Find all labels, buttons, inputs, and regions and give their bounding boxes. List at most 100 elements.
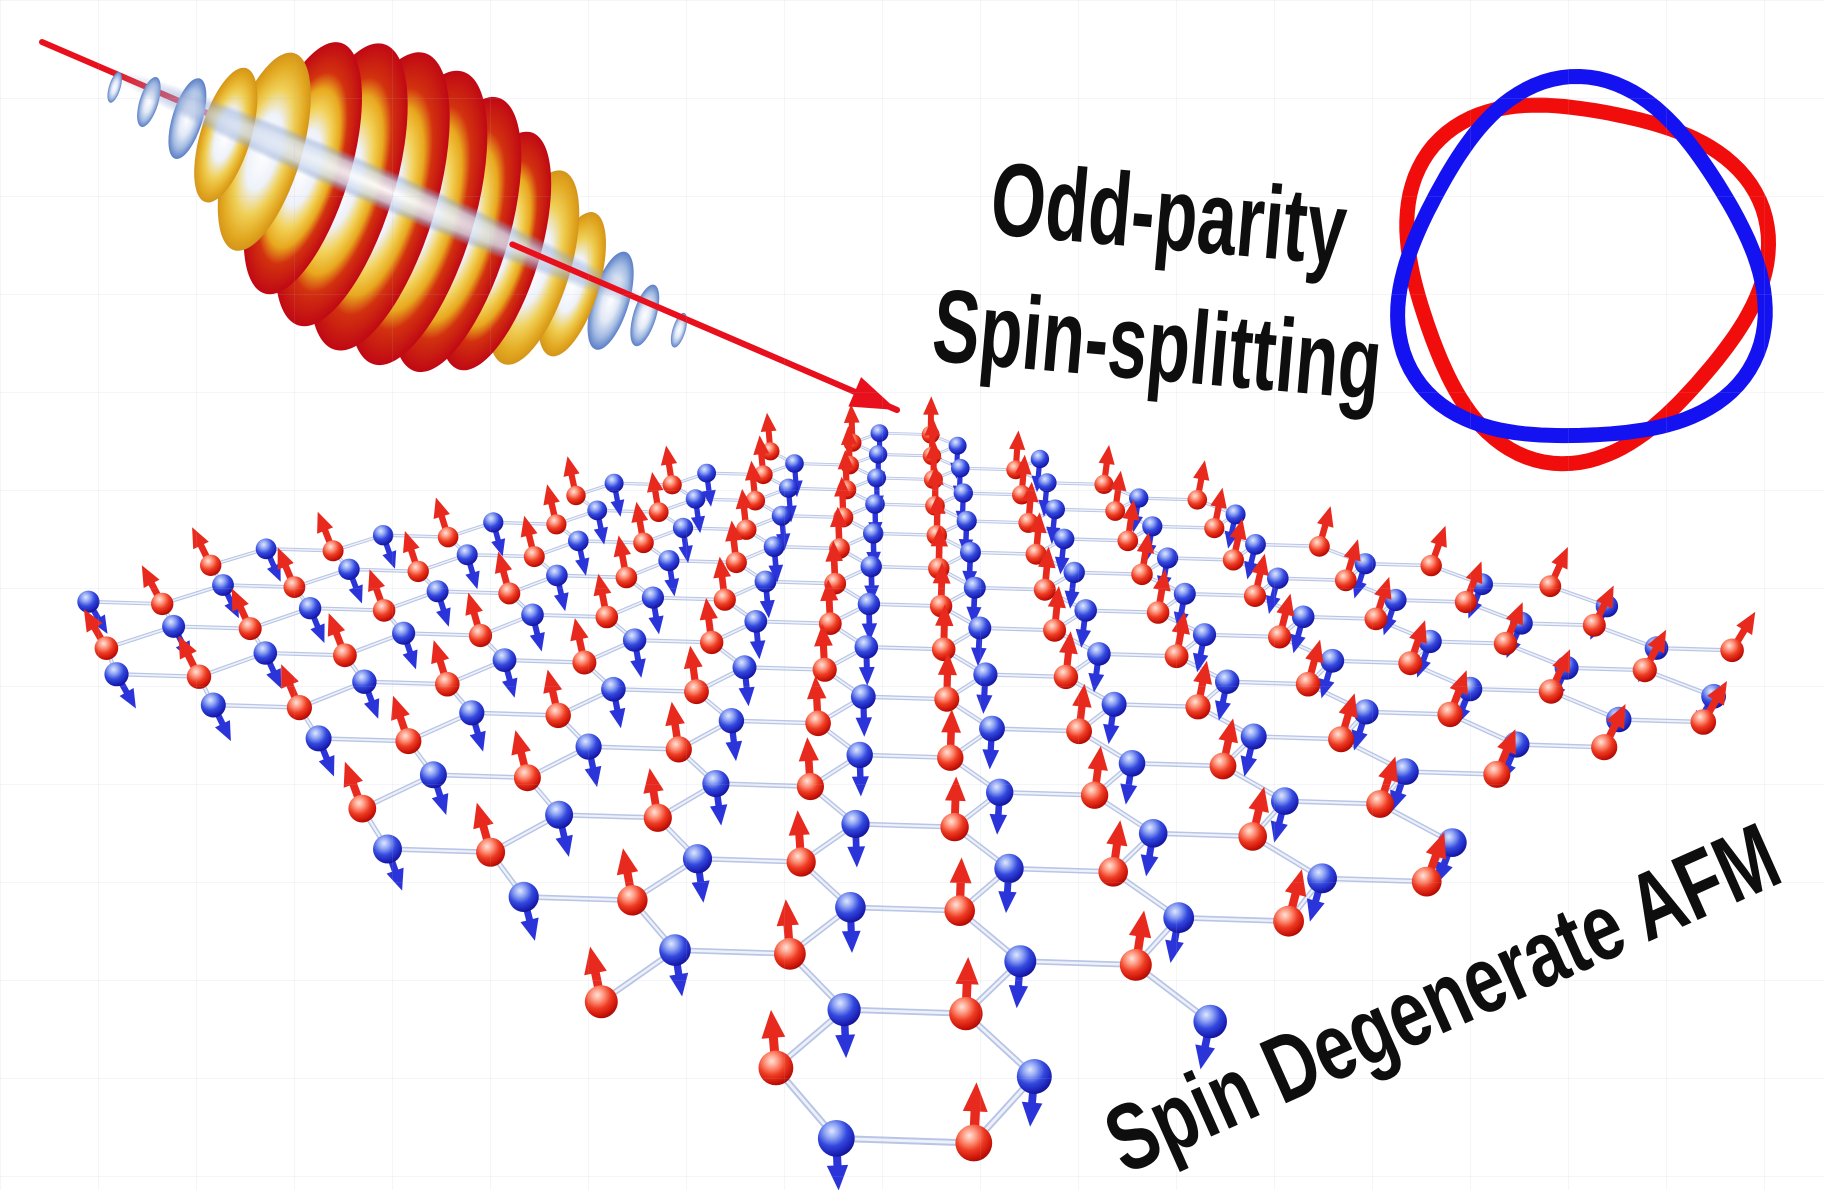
spin-up-arrowhead	[1409, 620, 1427, 644]
atom-spin-up	[944, 857, 975, 926]
spin-up-arrowhead	[1229, 518, 1247, 541]
spin-down-arrowhead	[1240, 755, 1257, 777]
spin-down-atom-sphere	[1320, 648, 1345, 673]
atom-spin-up	[631, 501, 654, 554]
atom-spin-down	[1192, 623, 1217, 673]
spin-up-atom-sphere	[372, 599, 396, 622]
spin-up-atom-sphere	[786, 847, 816, 877]
spin-down-arrowhead	[851, 776, 869, 797]
spin-up-atom-sphere	[1033, 578, 1056, 601]
atom-spin-up	[1080, 746, 1109, 809]
bond	[1175, 914, 1292, 925]
spin-down-atom-sphere	[1245, 534, 1266, 555]
atom-spin-up	[1483, 729, 1516, 788]
atom-spin-down	[521, 603, 545, 652]
atom-spin-down	[1215, 669, 1240, 721]
atom-spin-up	[433, 497, 459, 548]
atom-spin-up	[1025, 512, 1047, 565]
spin-up-atom-sphere	[1119, 948, 1152, 981]
spin-up-arrowhead	[1497, 729, 1516, 755]
spin-down-atom-sphere	[1157, 547, 1179, 569]
spin-down-atom-sphere	[1307, 863, 1337, 894]
spin-down-arrowhead	[861, 623, 878, 642]
spin-up-arrowhead	[1193, 660, 1212, 685]
spin-up-arrowhead	[1109, 470, 1127, 492]
spin-down-arrowhead	[465, 570, 480, 590]
atom-spin-down	[1004, 945, 1037, 1009]
atom-spin-up	[1204, 487, 1227, 539]
spin-down-atom-sphere	[456, 544, 478, 566]
atom-spin-down	[672, 517, 694, 563]
spin-down-arrowhead	[469, 730, 486, 752]
spin-down-atom-sphere	[1063, 561, 1085, 584]
spin-up-arrowhead	[277, 547, 294, 570]
spin-up-arrowhead	[1343, 539, 1361, 562]
spin-up-atom-sphere	[753, 465, 773, 485]
atom-spin-down	[604, 473, 625, 517]
spin-up-atom-sphere	[700, 630, 724, 655]
atom-spin-down	[587, 500, 608, 545]
spin-up-atom-sphere	[1094, 474, 1114, 494]
spin-up-atom-sphere	[1164, 644, 1189, 669]
spin-down-arrowhead	[310, 623, 325, 643]
spin-down-atom-sphere	[1045, 499, 1065, 520]
atom-spin-up	[1690, 681, 1727, 735]
bond	[867, 602, 943, 608]
spin-down-arrowhead	[266, 668, 282, 689]
spin-up-arrowhead	[1707, 681, 1727, 706]
spin-down-atom-sphere	[785, 454, 804, 473]
bond	[1062, 537, 1130, 543]
atom-spin-up	[1098, 820, 1128, 887]
spin-down-atom-sphere	[492, 648, 517, 672]
spin-up-arrowhead	[1171, 611, 1190, 635]
spin-down-atom-sphere	[857, 592, 881, 616]
bond	[1564, 665, 1647, 673]
atom-spin-up	[1209, 718, 1238, 780]
spin-up-arrowhead	[837, 449, 855, 470]
spin-down-atom-sphere	[1215, 669, 1240, 694]
atom-spin-up	[593, 573, 619, 629]
laser-helix-petal-blue	[670, 312, 688, 348]
spin-up-atom-sphere	[736, 519, 757, 540]
bond	[651, 595, 727, 602]
atom-spin-down	[986, 778, 1014, 835]
spin-down-atom-sphere	[604, 473, 624, 493]
atom-spin-down	[1351, 699, 1379, 751]
spin-down-atom-sphere	[994, 853, 1024, 884]
spin-up-arrowhead	[465, 592, 483, 616]
atom-spin-down	[1270, 787, 1299, 843]
atom-spin-up	[1033, 546, 1056, 601]
atom-spin-down	[622, 628, 647, 678]
atom-spin-down	[104, 662, 136, 709]
bond	[1319, 875, 1430, 885]
spin-down-atom-sphere	[483, 512, 504, 533]
bond	[989, 726, 1082, 734]
spin-up-atom-sphere	[200, 554, 222, 576]
spin-up-atom-sphere	[1209, 752, 1237, 780]
spin-up-arrowhead	[925, 439, 942, 460]
bond	[997, 789, 1098, 798]
bond	[742, 665, 827, 672]
spin-down-atom-sphere	[1087, 642, 1111, 666]
bond	[632, 638, 714, 645]
spin-up-atom-sphere	[1053, 664, 1079, 690]
spin-up-atom-sphere	[1539, 575, 1562, 598]
bond	[1514, 742, 1607, 750]
bond	[1330, 658, 1413, 666]
spin-up-arrowhead	[1059, 631, 1078, 655]
bond	[221, 583, 297, 589]
spin-down-arrowhead	[1265, 595, 1281, 614]
spin-up-atom-sphere	[761, 442, 780, 461]
spin-up-arrowhead	[343, 761, 363, 788]
atom-spin-down	[771, 505, 792, 551]
atom-spin-up	[511, 730, 541, 792]
spin-down-atom-sphere	[732, 655, 757, 680]
spin-up-atom-sphere	[648, 502, 669, 522]
atom-spin-down	[1074, 599, 1097, 648]
atom-spin-down	[372, 525, 397, 569]
spin-up-arrowhead	[1647, 629, 1667, 654]
atom-spin-down	[994, 853, 1024, 914]
spin-down-arrowhead	[678, 545, 693, 563]
atom-spin-up	[1273, 869, 1307, 937]
bond	[430, 772, 530, 781]
